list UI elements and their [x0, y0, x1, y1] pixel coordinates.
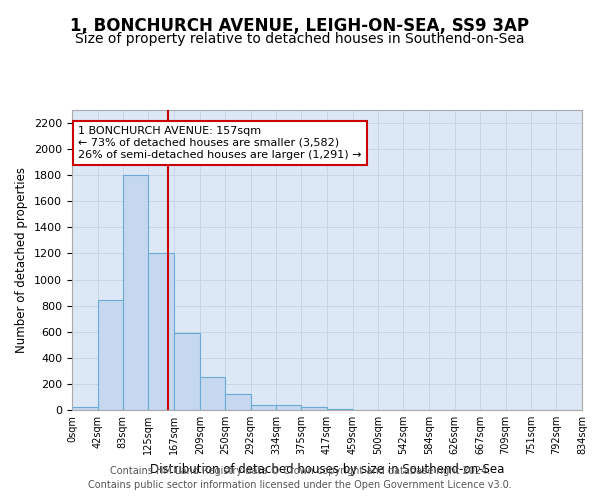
Bar	[200, 376, 225, 410]
Bar	[225, 394, 251, 410]
Bar	[174, 333, 200, 410]
Text: 1, BONCHURCH AVENUE, LEIGH-ON-SEA, SS9 3AP: 1, BONCHURCH AVENUE, LEIGH-ON-SEA, SS9 3…	[71, 18, 530, 36]
Text: 1 BONCHURCH AVENUE: 157sqm
← 73% of detached houses are smaller (3,582)
26% of s: 1 BONCHURCH AVENUE: 157sqm ← 73% of deta…	[78, 126, 362, 160]
Bar	[251, 404, 276, 410]
Bar	[98, 300, 123, 410]
Bar	[301, 406, 327, 410]
Bar	[123, 175, 148, 410]
Bar	[148, 254, 174, 410]
Bar	[72, 406, 98, 410]
Bar	[276, 405, 301, 410]
Text: Size of property relative to detached houses in Southend-on-Sea: Size of property relative to detached ho…	[75, 32, 525, 46]
Text: Contains HM Land Registry data © Crown copyright and database right 2024.
Contai: Contains HM Land Registry data © Crown c…	[88, 466, 512, 490]
Y-axis label: Number of detached properties: Number of detached properties	[16, 167, 28, 353]
X-axis label: Distribution of detached houses by size in Southend-on-Sea: Distribution of detached houses by size …	[150, 462, 504, 475]
